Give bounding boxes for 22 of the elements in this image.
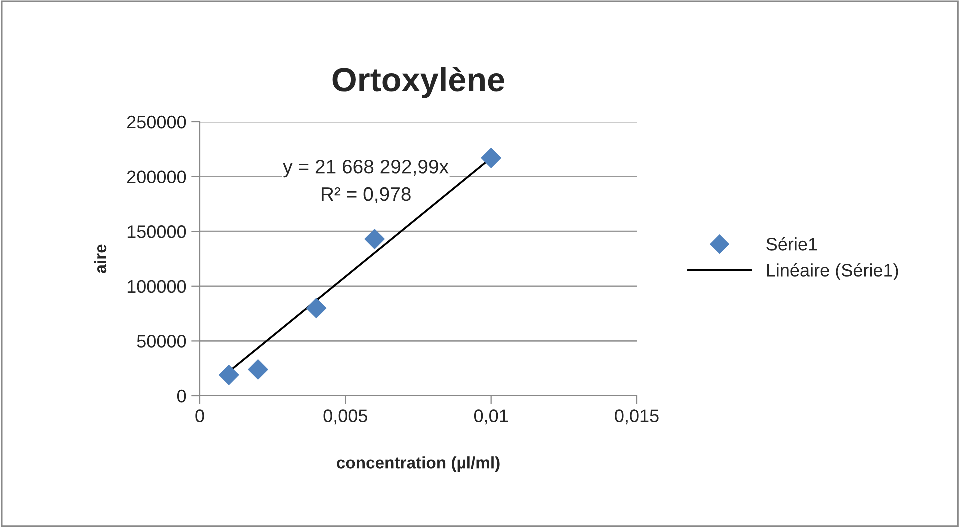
legend-label: Linéaire (Série1) xyxy=(767,263,898,280)
chart-title: Ortoxylène xyxy=(332,66,504,98)
x-tick-label: 0,015 xyxy=(615,410,659,425)
point xyxy=(364,228,386,250)
x-tick-label: 0,005 xyxy=(324,410,368,425)
y-axis-title: aire xyxy=(94,244,107,274)
point xyxy=(248,359,269,380)
x-tick-label: 0 xyxy=(196,410,204,422)
y-tick-label: 250000 xyxy=(127,116,186,129)
y-tick-label: 200000 xyxy=(127,170,186,184)
y-tick-label: 0 xyxy=(177,390,186,403)
y-tick-label: 100000 xyxy=(128,280,186,294)
annotation: y = 21 668 292,99x xyxy=(283,160,449,178)
y-tick-label: 50000 xyxy=(137,335,186,348)
point xyxy=(306,298,327,319)
point xyxy=(218,364,240,386)
point xyxy=(481,148,502,168)
x-tick-label: 0,01 xyxy=(474,410,508,425)
y-tick-label: 150000 xyxy=(128,226,186,238)
legend-label: Série1 xyxy=(766,237,818,251)
x-axis-title: concentration (µl/ml) xyxy=(337,456,500,472)
annotation: R² = 0,978 xyxy=(322,187,411,204)
